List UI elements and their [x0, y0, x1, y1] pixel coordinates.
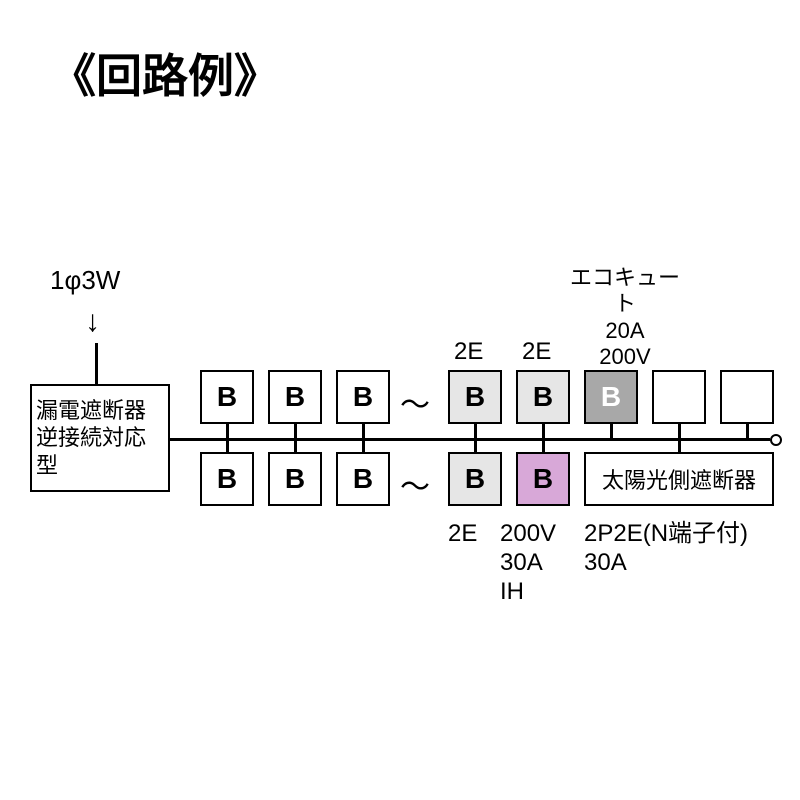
bottom-label-1-line-2: IH [500, 578, 556, 607]
bottom-label-1-line-1: 30A [500, 549, 556, 578]
bot-breaker-2: B [336, 452, 390, 506]
bottom-label-2-line-1: 30A [584, 549, 748, 578]
bottom-label-2-line-0: 2P2E(N端子付) [584, 520, 748, 549]
top-breaker-3: B [448, 370, 502, 424]
top-breaker-7 [720, 370, 774, 424]
main-breaker-box: 漏電遮断器逆接続対応型 [30, 384, 170, 492]
gap-tilde-1: ～ [400, 462, 430, 506]
input-arrow-icon: ↓ [85, 305, 100, 339]
main-breaker-line2: 逆接続対応型 [36, 424, 164, 479]
bottom-label-1-line-0: 200V [500, 520, 556, 549]
top-breaker-5: B [584, 370, 638, 424]
input-wire [95, 343, 98, 384]
top-toplabel-4: 2E [522, 338, 551, 367]
top-stub-3 [474, 424, 477, 438]
bottom-label-0-line-0: 2E [448, 520, 477, 549]
bot-stub-0 [226, 438, 229, 452]
bottom-label-2: 2P2E(N端子付)30A [584, 520, 748, 578]
ecocute-label: エコキュート20A200V [570, 265, 680, 371]
gap-tilde-0: ～ [400, 380, 430, 424]
main-breaker-line1: 漏電遮断器 [36, 397, 164, 425]
top-breaker-6 [652, 370, 706, 424]
diagram-title: 《回路例》 [50, 40, 280, 106]
top-stub-5 [610, 424, 613, 438]
bot-stub-3 [474, 438, 477, 452]
top-toplabel-3: 2E [454, 338, 483, 367]
bottom-label-1: 200V30AIH [500, 520, 556, 606]
bottom-label-0: 2E [448, 520, 477, 549]
top-stub-1 [294, 424, 297, 438]
top-breaker-0: B [200, 370, 254, 424]
top-stub-4 [542, 424, 545, 438]
top-stub-7 [746, 424, 749, 438]
solar-stub [678, 438, 681, 452]
top-breaker-1: B [268, 370, 322, 424]
bot-breaker-1: B [268, 452, 322, 506]
bot-breaker-0: B [200, 452, 254, 506]
bot-breaker-3: B [448, 452, 502, 506]
bus-end-terminal [770, 434, 782, 446]
input-spec-label: 1φ3W [50, 265, 120, 296]
top-breaker-4: B [516, 370, 570, 424]
bot-stub-4 [542, 438, 545, 452]
bot-stub-1 [294, 438, 297, 452]
ecocute-label-line-0: エコキュート [570, 265, 680, 318]
ecocute-label-line-1: 20A [570, 318, 680, 344]
solar-breaker-box: 太陽光側遮断器 [584, 452, 774, 506]
bot-breaker-4: B [516, 452, 570, 506]
top-stub-6 [678, 424, 681, 438]
top-breaker-2: B [336, 370, 390, 424]
bot-stub-2 [362, 438, 365, 452]
top-stub-0 [226, 424, 229, 438]
top-stub-2 [362, 424, 365, 438]
ecocute-label-line-2: 200V [570, 344, 680, 370]
